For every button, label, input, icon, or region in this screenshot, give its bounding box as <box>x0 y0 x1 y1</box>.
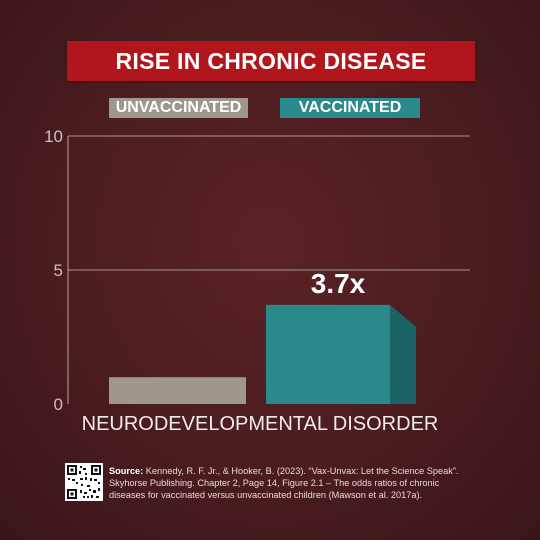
legend-unvaccinated: UNVACCINATED <box>109 98 248 118</box>
bar-vaccinated <box>266 304 390 404</box>
title-banner: RISE IN CHRONIC DISEASE <box>67 41 475 81</box>
bar-unvaccinated <box>109 377 246 404</box>
data-label-vaccinated: 3.7x <box>311 268 366 299</box>
x-category-label: NEURODEVELOPMENTAL DISORDER <box>82 413 439 435</box>
legend-vaccinated: VACCINATED <box>280 98 420 118</box>
y-tick-label: 5 <box>54 261 63 280</box>
source-citation: Source: Kennedy, R. F. Jr., & Hooker, B.… <box>109 465 469 501</box>
y-tick-label: 10 <box>44 127 63 146</box>
source-label: Source: <box>109 466 144 476</box>
chart-title: RISE IN CHRONIC DISEASE <box>115 47 427 74</box>
y-tick-label: 0 <box>54 395 63 414</box>
source-text: Kennedy, R. F. Jr., & Hooker, B. (2023).… <box>109 466 459 500</box>
bar-vaccinated-side <box>390 304 416 404</box>
qr-code-icon[interactable] <box>65 463 103 501</box>
